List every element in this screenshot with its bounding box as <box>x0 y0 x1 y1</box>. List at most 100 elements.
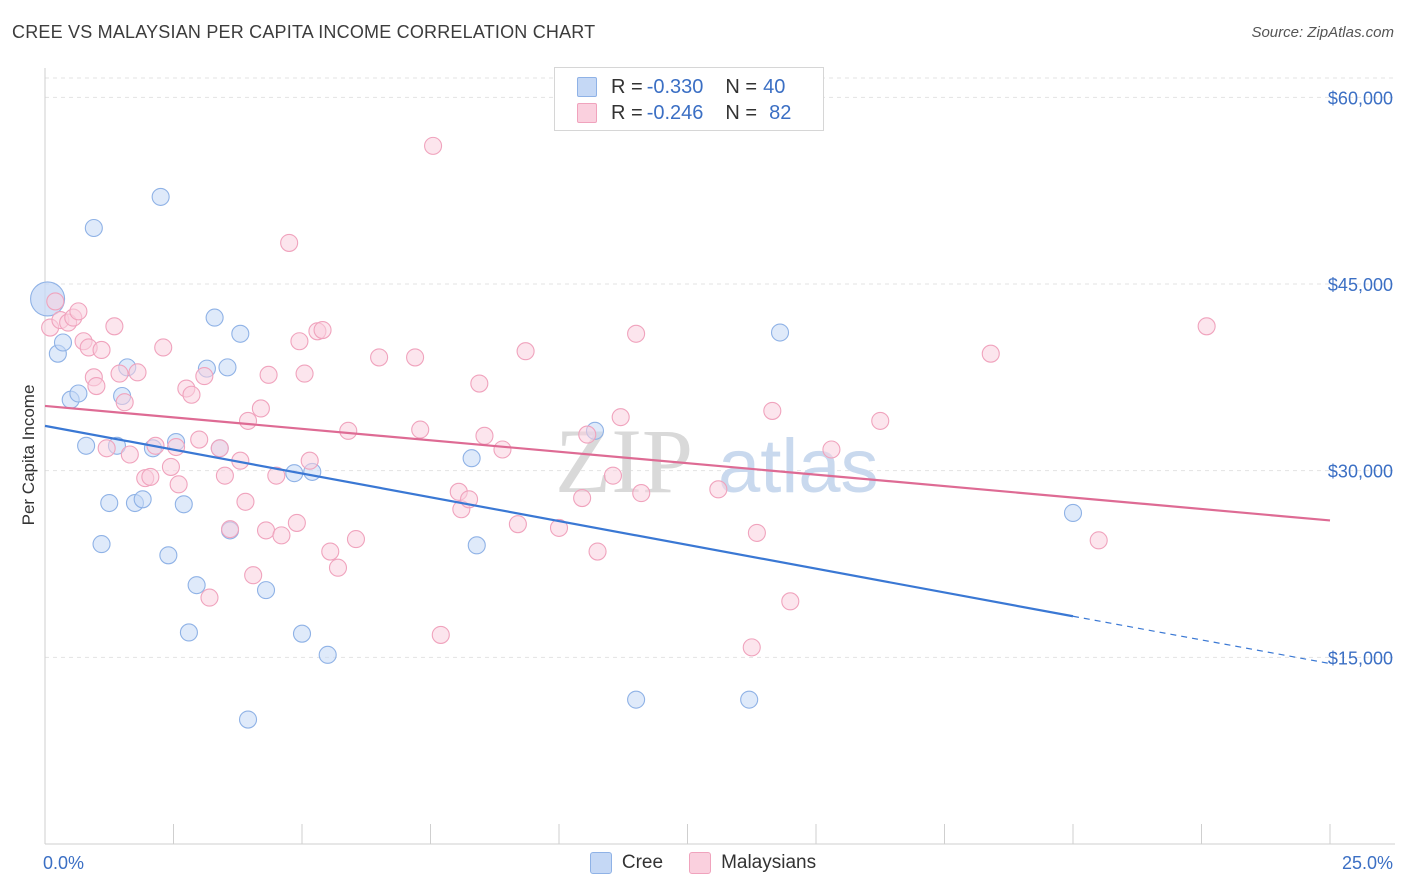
legend-n-label: N = <box>725 101 758 124</box>
cree-point <box>151 187 170 206</box>
malaysians-point <box>169 475 188 494</box>
malaysians-point <box>549 518 569 537</box>
legend-n-label: N = <box>725 75 758 98</box>
malaysians-point <box>763 401 782 420</box>
malaysians-point <box>632 484 651 503</box>
cree-point <box>256 581 276 600</box>
malaysians-point <box>110 364 129 383</box>
malaysians-point <box>128 363 147 382</box>
malaysians-point <box>475 426 494 445</box>
x-tick-labels: 0.0% 25.0% <box>43 853 1393 873</box>
legend-r-value: -0.246 <box>646 101 704 124</box>
legend-swatch-malaysians <box>689 852 712 874</box>
source-note: Source: ZipAtlas.com <box>1251 24 1394 41</box>
malaysians-point <box>92 340 111 360</box>
y-tick-label: $60,000 <box>1328 88 1393 108</box>
malaysians-point <box>272 526 291 545</box>
malaysians-trend-line <box>44 404 1331 522</box>
legend-label-cree: Cree <box>621 852 664 873</box>
cree-point <box>462 449 481 468</box>
cree-point <box>174 495 193 514</box>
malaysians-point <box>69 302 88 321</box>
legend-swatch-cree <box>589 852 612 874</box>
cree-point <box>318 645 337 664</box>
malaysians-point <box>200 588 219 607</box>
malaysians-point <box>182 385 201 404</box>
malaysians-point <box>46 292 65 311</box>
legend-row-cree: R = -0.330 N = 40 <box>577 76 785 98</box>
malaysians-point <box>370 348 389 367</box>
cree-point <box>218 358 237 377</box>
cree-point <box>770 323 790 342</box>
malaysians-point <box>287 513 306 532</box>
malaysians-point <box>267 466 286 485</box>
cree-point <box>69 384 88 403</box>
watermark: ZIP atlas <box>555 410 879 512</box>
malaysians-point <box>97 439 116 458</box>
malaysians-point <box>120 445 139 464</box>
malaysians-point <box>871 411 890 430</box>
chart-title: CREE VS MALAYSIAN PER CAPITA INCOME CORR… <box>12 22 596 42</box>
malaysians-point <box>424 136 443 155</box>
cree-point <box>84 218 103 238</box>
legend-item-cree[interactable]: Cree <box>589 852 664 874</box>
malaysians-point <box>195 367 214 386</box>
legend-row-malaysians: R = -0.246 N = 82 <box>577 102 791 124</box>
malaysians-point <box>321 542 340 561</box>
malaysians-point <box>339 421 358 440</box>
data-points <box>30 136 1216 729</box>
axes <box>44 68 1395 845</box>
cree-point <box>1063 503 1083 523</box>
malaysians-point <box>161 457 180 476</box>
correlation-legend: R = -0.330 N = 40 R = -0.246 N = 82 <box>554 67 824 131</box>
malaysians-point <box>627 324 646 343</box>
y-tick-label: $45,000 <box>1328 275 1393 295</box>
malaysians-point <box>105 317 124 336</box>
malaysians-point <box>981 344 1000 363</box>
series-legend: Cree Malaysians <box>0 852 1406 874</box>
cree-point <box>77 436 96 455</box>
malaysians-point <box>87 376 106 396</box>
malaysians-point <box>406 348 425 367</box>
cree-point <box>467 536 486 555</box>
y-tick-labels: $15,000 $30,000 $45,000 $60,000 <box>1328 88 1393 668</box>
malaysians-point <box>220 520 240 539</box>
cree-point <box>53 333 73 352</box>
legend-label-malaysians: Malaysians <box>721 852 817 873</box>
malaysians-point <box>259 365 278 384</box>
malaysians-point <box>244 566 263 585</box>
malaysians-point <box>167 437 186 457</box>
cree-point <box>100 493 119 513</box>
legend-r-value: -0.330 <box>646 75 704 98</box>
malaysians-point <box>411 420 430 439</box>
malaysians-point <box>1197 317 1216 336</box>
malaysians-point <box>822 440 841 459</box>
malaysians-point <box>611 408 630 427</box>
malaysians-point <box>603 466 623 485</box>
malaysians-point <box>141 467 160 486</box>
legend-r-label: R = <box>611 101 643 124</box>
x-tick-label: 25.0% <box>1342 853 1393 873</box>
cree-point <box>231 324 250 343</box>
malaysians-point <box>508 515 527 534</box>
cree-point <box>740 690 759 709</box>
cree-point <box>179 623 198 642</box>
cree-point <box>292 624 312 643</box>
malaysians-point <box>300 451 319 470</box>
watermark-atlas: atlas <box>718 424 879 509</box>
trend-lines <box>44 404 1331 665</box>
malaysians-point <box>588 542 607 561</box>
malaysians-point <box>516 342 535 361</box>
malaysians-point <box>431 625 450 644</box>
malaysians-point <box>470 374 489 393</box>
malaysians-point <box>742 638 761 657</box>
legend-n-value: 82 <box>769 101 792 124</box>
malaysians-point <box>256 521 276 540</box>
legend-item-malaysians[interactable]: Malaysians <box>689 852 816 874</box>
malaysians-point <box>215 466 234 485</box>
cree-point <box>238 710 258 729</box>
malaysians-point <box>115 393 134 412</box>
cree-trend-line <box>44 424 1074 618</box>
malaysians-point <box>328 558 348 577</box>
